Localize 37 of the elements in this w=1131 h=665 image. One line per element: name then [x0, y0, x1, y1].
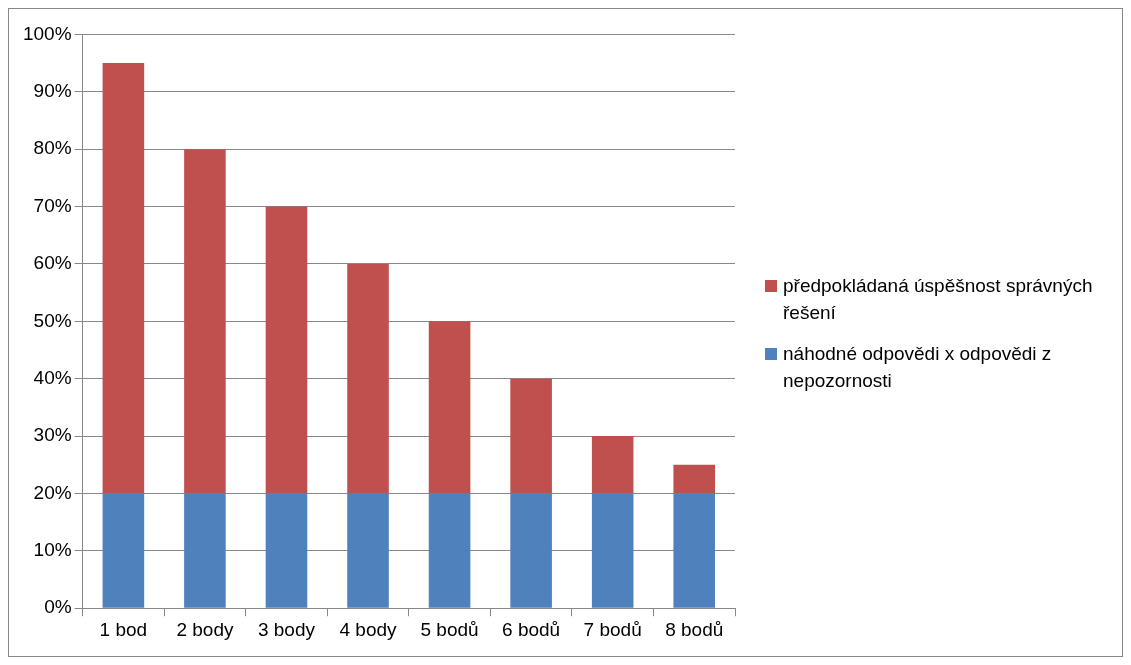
x-tick-label: 6 bodů [502, 618, 561, 640]
y-tick-label: 30% [33, 424, 72, 446]
bar [102, 63, 145, 494]
y-tick-label: 10% [33, 539, 72, 561]
y-tick-label: 0% [44, 596, 72, 618]
bar [102, 493, 145, 608]
bar [428, 493, 471, 608]
bar [265, 493, 308, 608]
bar [428, 321, 471, 494]
bar [347, 493, 389, 608]
bar [591, 493, 634, 608]
legend-label: předpokládaná úspěšnost správných řešení [783, 274, 1094, 325]
y-tick-label: 60% [33, 252, 72, 274]
bar [673, 464, 716, 494]
bar [265, 206, 308, 494]
x-tick-label: 2 body [176, 618, 234, 640]
y-tick-label: 50% [33, 309, 72, 331]
y-tick-label: 70% [33, 194, 72, 216]
y-tick-label: 100% [22, 22, 72, 44]
y-tick-label: 90% [33, 80, 72, 102]
x-tick-label: 7 bodů [583, 618, 642, 640]
bar [184, 149, 226, 494]
y-tick-label: 40% [33, 366, 72, 388]
y-tick-label: 80% [33, 137, 72, 159]
x-tick-label: 5 bodů [420, 618, 479, 640]
bar [510, 493, 552, 608]
bar [673, 493, 716, 608]
x-tick-label: 8 bodů [665, 618, 724, 640]
bar [184, 493, 226, 608]
bar [347, 263, 389, 494]
y-tick-label: 20% [33, 481, 72, 503]
legend-label: náhodné odpovědi x odpovědi z nepozornosti [783, 342, 1053, 393]
x-tick-label: 3 body [257, 618, 316, 640]
x-tick-label: 1 bod [99, 618, 148, 640]
bar [510, 378, 552, 494]
x-tick-label: 4 body [339, 618, 398, 640]
bar [591, 436, 634, 494]
